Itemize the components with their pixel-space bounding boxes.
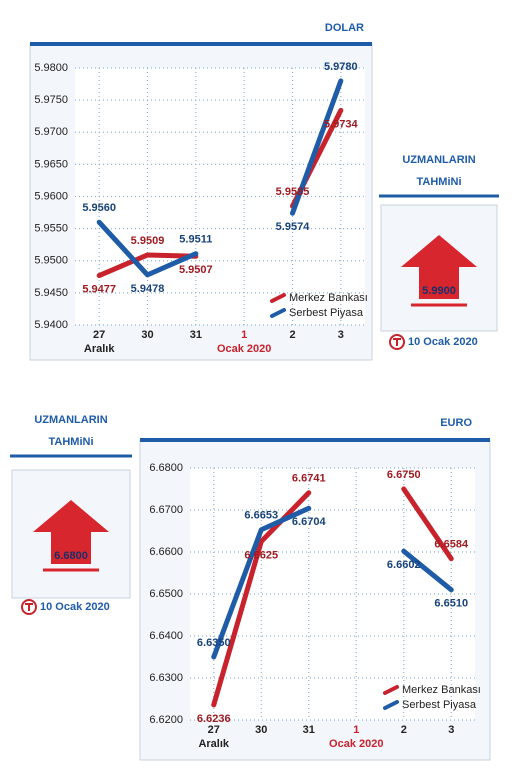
y-tick-label: 5.9600 xyxy=(34,190,68,202)
data-label: 6.6625 xyxy=(244,549,278,561)
data-label: 6.6741 xyxy=(292,473,326,485)
forecast-date: 10 Ocak 2020 xyxy=(40,601,110,613)
x-tick-label: 2 xyxy=(289,329,295,341)
date-icon-t xyxy=(393,338,401,346)
month-label: Ocak 2020 xyxy=(329,738,383,750)
data-label: 5.9477 xyxy=(82,283,116,295)
legend-label: Merkez Bankası xyxy=(402,684,481,696)
plot-area xyxy=(190,468,475,720)
y-tick-label: 5.9500 xyxy=(34,255,68,267)
series-line xyxy=(211,505,454,660)
legend-swatch xyxy=(383,685,399,695)
legend-label: Serbest Piyasa xyxy=(289,307,364,319)
data-label: 5.9585 xyxy=(276,186,310,198)
chart-title: EURO xyxy=(440,417,472,429)
series-line xyxy=(211,486,454,708)
y-tick-label: 5.9800 xyxy=(34,62,68,74)
up-arrow xyxy=(401,235,477,299)
x-tick-label: 31 xyxy=(190,329,202,341)
month-label: Aralık xyxy=(198,738,229,750)
y-tick-label: 5.9450 xyxy=(34,287,68,299)
month-label: Aralık xyxy=(84,343,115,355)
data-label: 5.9560 xyxy=(82,202,116,214)
legend-swatch xyxy=(270,293,286,303)
data-label: 6.6653 xyxy=(244,510,278,522)
y-tick-label: 6.6600 xyxy=(149,546,183,558)
x-tick-label: 27 xyxy=(208,724,220,736)
data-label: 5.9509 xyxy=(131,235,165,247)
y-tick-label: 6.6300 xyxy=(149,672,183,684)
data-label: 6.6602 xyxy=(387,559,421,571)
x-tick-label: 1 xyxy=(241,329,247,341)
x-tick-label: 30 xyxy=(141,329,153,341)
y-tick-label: 6.6700 xyxy=(149,504,183,516)
x-tick-label: 1 xyxy=(353,724,359,736)
data-label: 5.9478 xyxy=(131,283,165,295)
data-label: 5.9511 xyxy=(179,234,212,246)
forecast-date: 10 Ocak 2020 xyxy=(408,336,478,348)
data-label: 6.6750 xyxy=(387,469,421,481)
forecast-heading: TAHMiNi xyxy=(48,436,93,448)
x-tick-label: 30 xyxy=(255,724,267,736)
forecast-value: 5.9900 xyxy=(422,285,456,297)
forecast-heading: TAHMiNi xyxy=(416,176,461,188)
legend-label: Serbest Piyasa xyxy=(402,699,477,711)
data-label: 6.6584 xyxy=(434,539,469,551)
legend-label: Merkez Bankası xyxy=(289,292,368,304)
y-tick-label: 6.6800 xyxy=(149,462,183,474)
x-tick-label: 27 xyxy=(93,329,105,341)
data-label: 5.9507 xyxy=(179,264,213,276)
y-tick-label: 5.9650 xyxy=(34,158,68,170)
legend-swatch xyxy=(270,308,286,318)
data-label: 5.9574 xyxy=(276,221,311,233)
data-label: 6.6704 xyxy=(292,516,327,528)
data-label: 5.9780 xyxy=(324,61,358,73)
up-arrow xyxy=(33,500,109,564)
chart-title: DOLAR xyxy=(325,22,364,34)
data-label: 5.9734 xyxy=(324,118,359,130)
y-tick-label: 6.6500 xyxy=(149,588,183,600)
date-icon-t xyxy=(25,603,33,611)
y-tick-label: 5.9750 xyxy=(34,94,68,106)
legend-swatch xyxy=(383,700,399,710)
y-tick-label: 5.9400 xyxy=(34,319,68,331)
month-label: Ocak 2020 xyxy=(217,343,271,355)
y-tick-label: 6.6200 xyxy=(149,714,183,726)
forecast-heading: UZMANLARIN xyxy=(402,154,475,166)
data-label: 6.6510 xyxy=(434,598,468,610)
y-tick-label: 5.9550 xyxy=(34,223,68,235)
y-tick-label: 5.9700 xyxy=(34,126,68,138)
x-tick-label: 31 xyxy=(303,724,315,736)
y-tick-label: 6.6400 xyxy=(149,630,183,642)
x-tick-label: 3 xyxy=(448,724,454,736)
forecast-value: 6.6800 xyxy=(54,550,88,562)
data-label: 6.6236 xyxy=(197,713,231,725)
data-label: 6.6350 xyxy=(197,637,231,649)
x-tick-label: 2 xyxy=(401,724,407,736)
forecast-heading: UZMANLARIN xyxy=(34,414,107,426)
x-tick-label: 3 xyxy=(338,329,344,341)
series-line xyxy=(96,78,344,278)
